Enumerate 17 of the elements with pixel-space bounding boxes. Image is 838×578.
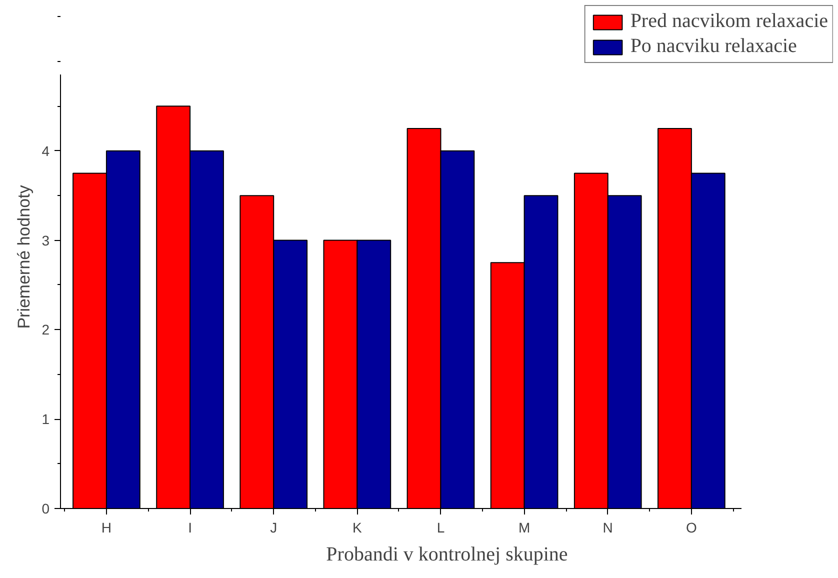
- x-tick-label: J: [270, 520, 278, 536]
- y-tick-label: 0: [42, 500, 50, 516]
- y-tick-label: 4: [42, 142, 50, 159]
- y-axis-title: Priemerné hodnoty: [14, 184, 34, 329]
- legend-label: Po nacviku relaxacie: [630, 35, 797, 58]
- y-tick-label: 2: [42, 322, 50, 338]
- x-axis-title: Probandi v kontrolnej skupine: [326, 544, 568, 566]
- x-tick-label: K: [352, 520, 362, 536]
- x-tick-label: N: [602, 520, 613, 536]
- x-tick-label: L: [436, 520, 445, 536]
- x-tick-label: M: [518, 520, 530, 536]
- x-tick-label: I: [188, 520, 192, 536]
- legend-label: Pred nacvikom relaxacie: [630, 10, 828, 33]
- y-tick-label: 3: [42, 232, 50, 248]
- y-tick-label: 1: [42, 411, 50, 428]
- x-tick-label: O: [686, 520, 697, 536]
- x-tick-label: H: [101, 520, 112, 536]
